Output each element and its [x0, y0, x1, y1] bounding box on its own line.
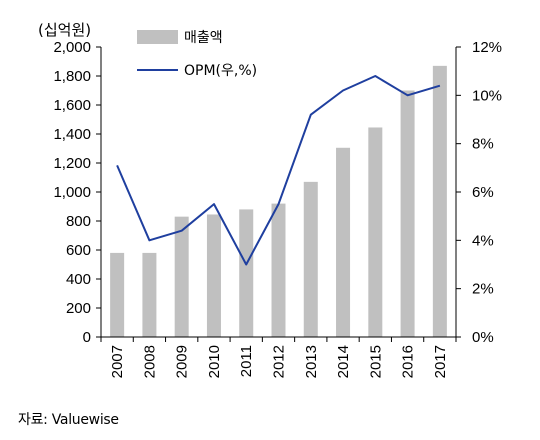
bar-2015	[368, 127, 383, 337]
line-series	[116, 75, 441, 266]
source-note: 자료: Valuewise	[18, 412, 119, 428]
x-tick-label: 2017	[432, 345, 449, 378]
x-tick-label: 2015	[367, 345, 384, 378]
left-tick-label: 400	[66, 271, 91, 288]
left-tick-label: 200	[66, 300, 91, 317]
bar-series	[110, 65, 447, 337]
bar-2008	[142, 252, 157, 337]
left-tick-label: 1,600	[53, 97, 91, 114]
bar-2012	[271, 203, 286, 337]
opm-line	[116, 75, 441, 266]
legend-bar-swatch	[137, 30, 178, 44]
left-tick-label: 1,200	[53, 155, 91, 172]
bar-2009	[174, 216, 189, 337]
bar-2014	[336, 147, 351, 337]
bar-2013	[303, 181, 318, 337]
bar-2011	[239, 209, 254, 337]
bar-2016	[400, 90, 415, 337]
legend-line-label: OPM(우,%)	[184, 63, 257, 79]
left-tick-label: 600	[66, 242, 91, 259]
right-tick-label: 2%	[472, 281, 494, 298]
axes: 0 200 400 600 800 1,000 1,200 1,400 1,600 1,800 2,…	[53, 39, 502, 378]
x-tick-label: 2010	[206, 345, 223, 378]
bar-2010	[206, 214, 221, 337]
x-tick-label: 2007	[109, 345, 126, 378]
x-tick-label: 2013	[303, 345, 320, 378]
left-tick-label: 0	[83, 329, 91, 346]
bar-2007	[110, 252, 125, 337]
bar-2017	[432, 65, 447, 337]
left-tick-label: 1,800	[53, 68, 91, 85]
x-tick-label: 2012	[271, 345, 288, 378]
right-tick-label: 10%	[472, 87, 502, 104]
right-tick-label: 4%	[472, 232, 494, 249]
right-tick-label: 0%	[472, 329, 494, 346]
x-tick-label: 2008	[141, 345, 158, 378]
left-axis-unit-label: (십억원)	[38, 21, 91, 39]
right-tick-label: 8%	[472, 136, 494, 153]
left-tick-label: 2,000	[53, 39, 91, 56]
x-tick-label: 2014	[335, 345, 352, 378]
x-tick-label: 2016	[400, 345, 417, 378]
left-tick-label: 1,400	[53, 126, 91, 143]
x-tick-label: 2011	[238, 345, 255, 377]
right-tick-label: 12%	[472, 39, 502, 56]
legend: 매출액 OPM(우,%)	[137, 30, 257, 79]
left-tick-label: 800	[66, 213, 91, 230]
right-tick-label: 6%	[472, 184, 494, 201]
x-tick-label: 2009	[174, 345, 191, 378]
left-tick-label: 1,000	[53, 184, 91, 201]
legend-bar-label: 매출액	[184, 30, 223, 46]
